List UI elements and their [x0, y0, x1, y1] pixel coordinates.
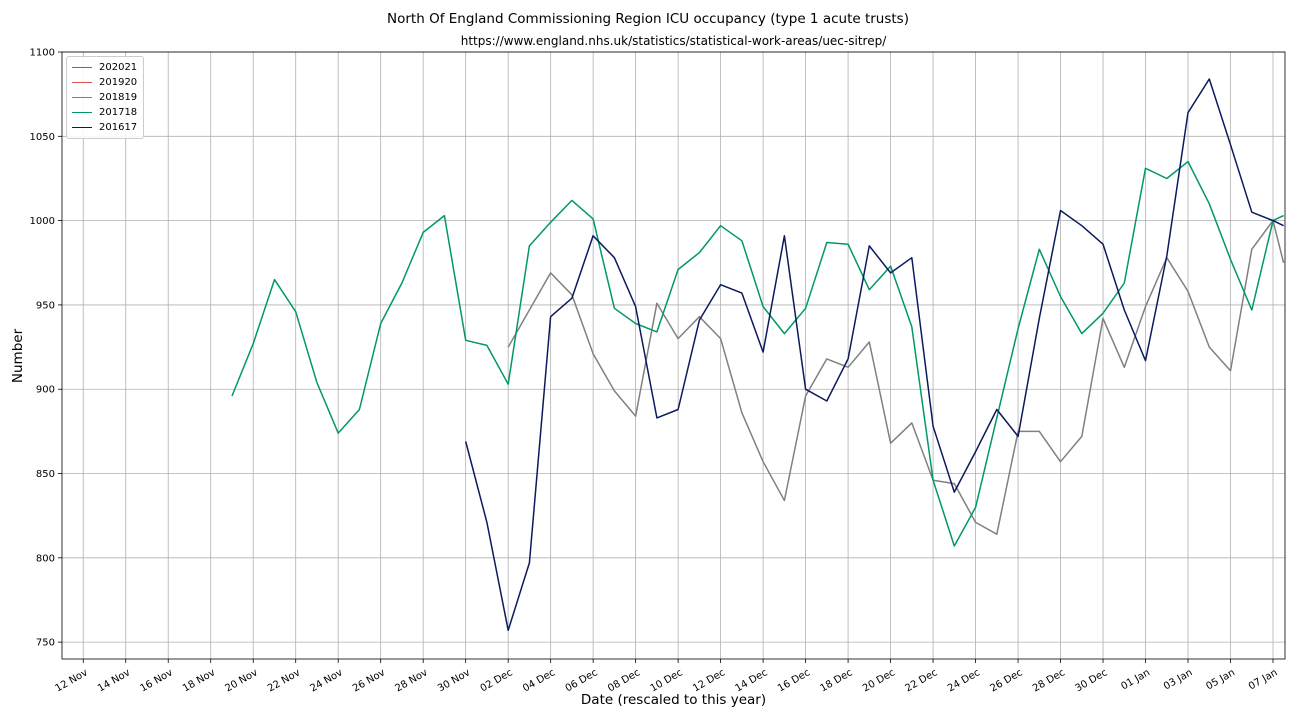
x-tick-label: 14 Dec [734, 667, 770, 694]
legend-label-202021: 202021 [99, 62, 138, 73]
chart-title: North Of England Commissioning Region IC… [387, 11, 909, 27]
x-tick-label: 12 Dec [691, 667, 727, 694]
y-tick-label: 900 [36, 385, 55, 396]
y-tick-label: 1100 [30, 48, 55, 59]
legend-swatch-202021 [72, 67, 92, 68]
x-tick-label: 10 Dec [649, 667, 685, 694]
x-tick-label: 03 Jan [1162, 667, 1195, 692]
x-tick-label: 22 Dec [904, 667, 940, 694]
y-axis-label: Number [10, 328, 26, 384]
legend-swatch-201617 [72, 127, 92, 128]
x-tick-label: 30 Nov [436, 667, 472, 694]
series-lines [231, 78, 1285, 632]
plot-frame [61, 51, 1286, 660]
x-tick-label: 12 Nov [54, 667, 90, 694]
y-axis-ticks: 750 800 850 900 950 1000 1050 1100 [30, 48, 62, 649]
x-tick-label: 28 Dec [1031, 667, 1067, 694]
x-tick-label: 28 Nov [393, 667, 429, 694]
x-tick-label: 24 Dec [946, 667, 982, 694]
y-tick-label: 800 [36, 553, 55, 564]
x-tick-label: 16 Dec [776, 667, 812, 694]
legend: 202021 201920 201819 201718 201617 [66, 56, 145, 139]
chart-subtitle: https://www.england.nhs.uk/statistics/st… [460, 34, 887, 48]
x-tick-label: 26 Nov [351, 667, 387, 694]
y-tick-label: 1000 [30, 216, 55, 227]
y-tick-label: 850 [36, 469, 55, 480]
x-tick-label: 26 Dec [989, 667, 1025, 694]
x-tick-label: 07 Jan [1247, 667, 1280, 692]
x-tick-label: 14 Nov [96, 667, 132, 694]
legend-item-201920: 201920 [72, 75, 137, 90]
x-tick-label: 22 Nov [266, 667, 302, 694]
grid-lines [62, 51, 1285, 659]
series-line-201617 [464, 78, 1284, 632]
legend-item-202021: 202021 [72, 60, 137, 75]
y-tick-label: 750 [36, 638, 55, 649]
x-axis-label: Date (rescaled to this year) [580, 692, 767, 708]
x-axis-ticks: 12 Nov 14 Nov 16 Nov 18 Nov 20 Nov 22 Nov 24 N… [54, 659, 1280, 695]
x-tick-label: 18 Dec [819, 667, 855, 694]
x-tick-label: 16 Nov [139, 667, 175, 694]
legend-swatch-201718 [72, 112, 92, 113]
legend-item-201819: 201819 [72, 90, 137, 105]
legend-label-201920: 201920 [99, 77, 138, 88]
x-tick-label: 05 Jan [1204, 667, 1237, 692]
x-tick-label: 30 Dec [1073, 667, 1109, 694]
series-line-201718 [231, 160, 1284, 547]
x-tick-label: 20 Dec [861, 667, 897, 694]
x-tick-label: 06 Dec [564, 667, 600, 694]
x-tick-label: 04 Dec [521, 667, 557, 694]
legend-swatch-201920 [72, 82, 92, 83]
x-tick-label: 01 Jan [1119, 667, 1152, 692]
legend-label-201617: 201617 [99, 122, 138, 133]
legend-label-201718: 201718 [99, 107, 138, 118]
x-tick-label: 02 Dec [479, 667, 515, 694]
y-tick-label: 950 [36, 300, 55, 311]
x-tick-label: 24 Nov [309, 667, 345, 694]
x-tick-label: 18 Nov [181, 667, 217, 694]
legend-swatch-201819 [72, 97, 92, 98]
legend-item-201617: 201617 [72, 120, 137, 135]
x-tick-label: 20 Nov [224, 667, 260, 694]
series-line-201819 [507, 219, 1285, 535]
legend-item-201718: 201718 [72, 105, 137, 120]
legend-label-201819: 201819 [99, 92, 138, 103]
x-tick-label: 08 Dec [606, 667, 642, 694]
y-tick-label: 1050 [30, 132, 55, 143]
